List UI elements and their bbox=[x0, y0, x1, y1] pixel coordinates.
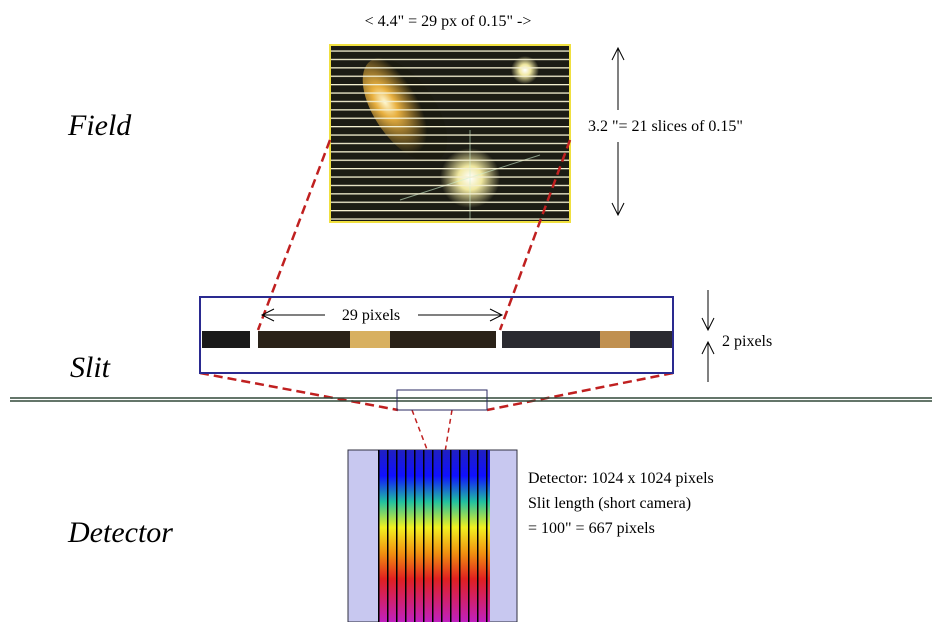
length-arrow bbox=[260, 308, 504, 322]
slit-box bbox=[199, 296, 674, 374]
field-image bbox=[329, 44, 571, 223]
detector-line: Slit length (short camera) bbox=[528, 495, 691, 512]
arrow-right: -> bbox=[513, 13, 531, 30]
detector-line: = 100" = 667 pixels bbox=[528, 520, 655, 537]
detector-label: Detector bbox=[67, 516, 173, 549]
field-label: Field bbox=[67, 109, 132, 142]
detector-slices bbox=[378, 450, 490, 622]
slit-outline bbox=[396, 389, 488, 411]
width-text: 4.4" = 29 px of 0.15" bbox=[378, 13, 513, 30]
slit-length-label: 29 pixels bbox=[342, 307, 400, 324]
slit-strip bbox=[202, 331, 672, 348]
field-width-label: < 4.4" = 29 px of 0.15" -> bbox=[365, 13, 532, 30]
field-height-label: 3.2 "= 21 slices of 0.15" bbox=[588, 118, 743, 135]
slit-label: Slit bbox=[70, 351, 111, 384]
projection-lines bbox=[199, 139, 674, 453]
slit-height-arrows bbox=[701, 290, 715, 382]
height-arrow bbox=[611, 46, 625, 217]
arrow-left: < bbox=[365, 13, 378, 30]
detector-line: Detector: 1024 x 1024 pixels bbox=[528, 470, 714, 487]
slit-height-label: 2 pixels bbox=[722, 333, 772, 350]
